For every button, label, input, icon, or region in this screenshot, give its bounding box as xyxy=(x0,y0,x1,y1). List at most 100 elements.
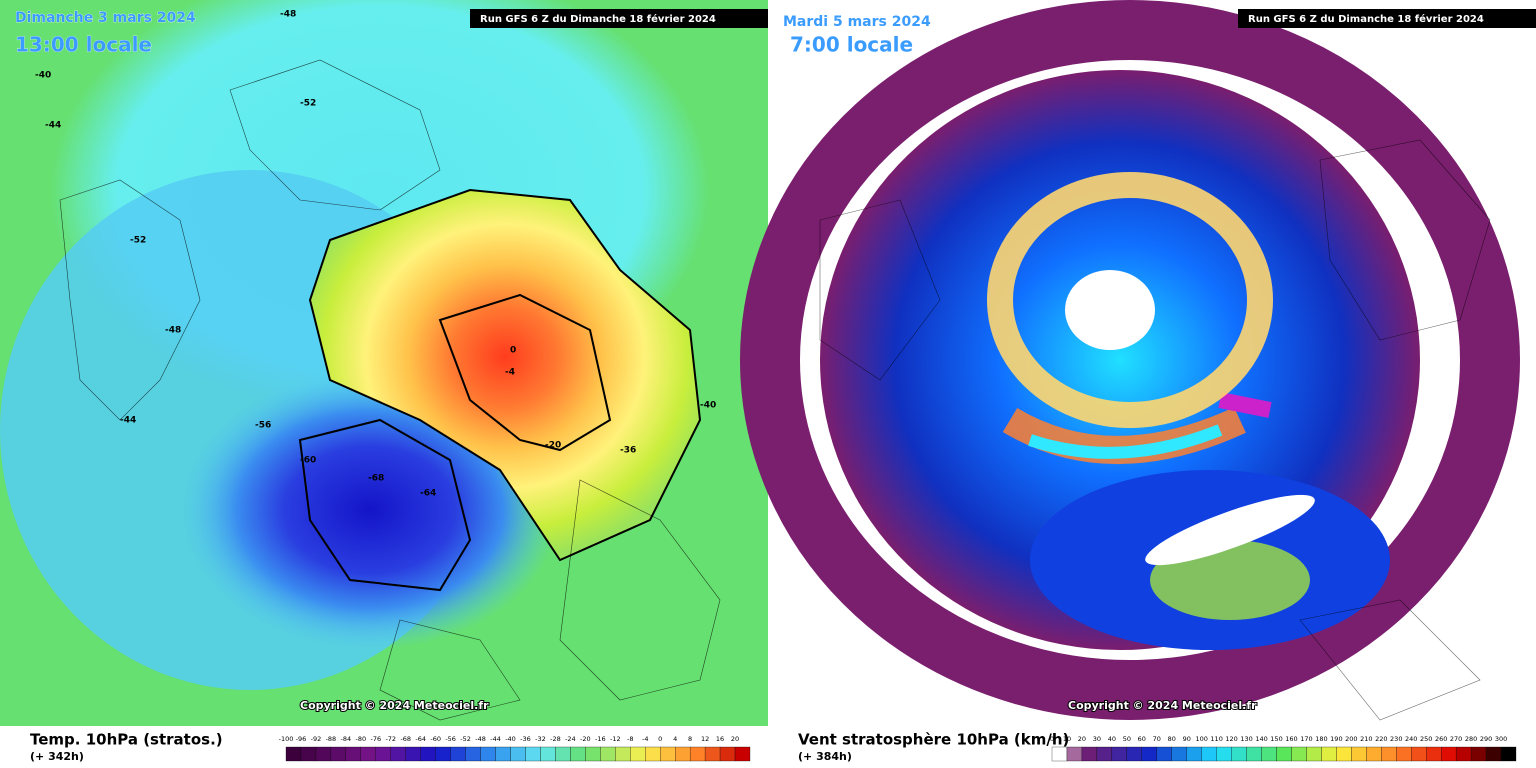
scale-swatch xyxy=(1276,746,1292,762)
scale-label: -36 xyxy=(520,735,531,743)
scale-swatch xyxy=(1396,746,1412,762)
scale-label: 0 xyxy=(658,735,662,743)
scale-swatch xyxy=(420,746,436,762)
copyright: Copyright © 2024 Meteociel.fr xyxy=(300,699,489,712)
scale-label: 60 xyxy=(1138,735,1146,743)
scale-swatch xyxy=(1216,746,1232,762)
scale-label: -76 xyxy=(370,735,381,743)
scale-swatch xyxy=(689,746,706,762)
contour-label: -48 xyxy=(165,326,181,336)
coastlines xyxy=(59,59,721,721)
contour-label: -68 xyxy=(368,474,384,484)
scale-label: -92 xyxy=(311,735,322,743)
scale-label: 210 xyxy=(1360,735,1372,743)
ring xyxy=(987,172,1273,428)
scale-label: 30 xyxy=(1093,735,1101,743)
legend-title: Vent stratosphère 10hPa (km/h) xyxy=(798,731,1069,749)
scale-swatch xyxy=(330,746,347,762)
scale-label: 250 xyxy=(1420,735,1432,743)
scale-label: -12 xyxy=(610,735,621,743)
scale-swatch xyxy=(1126,746,1142,762)
contour-label: -52 xyxy=(130,236,146,246)
run-box xyxy=(1238,9,1536,28)
scale-label: 8 xyxy=(688,735,692,743)
contour xyxy=(438,293,612,452)
scale-label: -16 xyxy=(595,735,606,743)
scale-label: 140 xyxy=(1255,735,1267,743)
scale-swatch xyxy=(1246,746,1262,762)
scale-label: 100 xyxy=(1195,735,1207,743)
scale-label: 20 xyxy=(731,735,739,743)
scale-label: -52 xyxy=(460,735,471,743)
contour-label: -4 xyxy=(505,368,515,378)
scale-swatch xyxy=(570,746,586,762)
warm-zone xyxy=(308,188,702,562)
scale-label: 50 xyxy=(1123,735,1131,743)
scale-swatch xyxy=(1156,746,1172,762)
contour-label: -44 xyxy=(120,416,136,426)
scale-label: 90 xyxy=(1183,735,1191,743)
scale-swatch xyxy=(1426,746,1442,762)
scale-label: 170 xyxy=(1300,735,1312,743)
scale-label: -24 xyxy=(565,735,576,743)
scale-label: -32 xyxy=(535,735,546,743)
calm-zone xyxy=(1145,494,1315,566)
scale-label: -68 xyxy=(400,735,411,743)
wind-map: Mardi 5 mars 2024 7:00 locale Run GFS 6 … xyxy=(740,0,1536,726)
scale-swatch xyxy=(1141,746,1157,762)
scale-swatch xyxy=(540,746,556,762)
scale-label: -8 xyxy=(627,735,633,743)
scale-label: -20 xyxy=(580,735,591,743)
scale-swatch xyxy=(1470,746,1487,762)
scale-label: 290 xyxy=(1480,735,1492,743)
wind-band xyxy=(740,0,1520,720)
scale-label: -28 xyxy=(550,735,561,743)
scale-swatch xyxy=(1381,746,1397,762)
scale-label: -4 xyxy=(642,735,648,743)
scale-label: 40 xyxy=(1108,735,1116,743)
scale-swatch xyxy=(1351,746,1367,762)
scale-label: 16 xyxy=(716,735,724,743)
scale-swatch xyxy=(1051,746,1068,762)
scale-label: 270 xyxy=(1450,735,1462,743)
temperature-map: -48 -52 -44 -40 -56 -60 -64 -68 -36 -20 0 -4 -52 -48 -… xyxy=(0,0,768,726)
contour-label: -56 xyxy=(255,421,271,431)
scale-label: 190 xyxy=(1330,735,1342,743)
jet-core xyxy=(1218,392,1272,418)
contour xyxy=(298,418,472,592)
scale-label: 260 xyxy=(1435,735,1447,743)
scale-swatch xyxy=(675,746,691,762)
scale-label: 200 xyxy=(1345,735,1357,743)
scale-swatch xyxy=(1455,746,1472,762)
scale-swatch xyxy=(405,746,421,762)
scale-swatch xyxy=(495,746,511,762)
scale-swatch xyxy=(585,746,601,762)
legend-subtitle: (+ 342h) xyxy=(30,750,84,763)
map-date: Dimanche 3 mars 2024 xyxy=(15,10,196,26)
scale-swatch xyxy=(480,746,496,762)
scale-label: 70 xyxy=(1153,735,1161,743)
contour-label: 0 xyxy=(510,346,516,356)
run-label: Run GFS 6 Z du Dimanche 18 février 2024 xyxy=(480,13,716,25)
coastlines xyxy=(819,139,1491,721)
contour-label: -40 xyxy=(35,71,51,81)
contour-label: -40 xyxy=(700,401,716,411)
scale-swatch xyxy=(645,746,661,762)
scale-label: 130 xyxy=(1240,735,1252,743)
scale-swatch xyxy=(345,746,361,762)
legend-subtitle: (+ 384h) xyxy=(798,750,852,763)
scale-swatch xyxy=(285,746,302,762)
scale-swatch xyxy=(1186,746,1202,762)
scale-swatch xyxy=(1321,746,1337,762)
scale-swatch xyxy=(660,746,676,762)
scale-label: -64 xyxy=(415,735,426,743)
contour-label: -48 xyxy=(280,10,296,20)
scale-label: -60 xyxy=(430,735,441,743)
scale-label: -44 xyxy=(490,735,501,743)
scale-label: 150 xyxy=(1270,735,1282,743)
contour-label: -20 xyxy=(545,441,561,451)
scale-label: 120 xyxy=(1225,735,1237,743)
scale-swatch xyxy=(300,746,317,762)
scale-swatch xyxy=(390,746,406,762)
